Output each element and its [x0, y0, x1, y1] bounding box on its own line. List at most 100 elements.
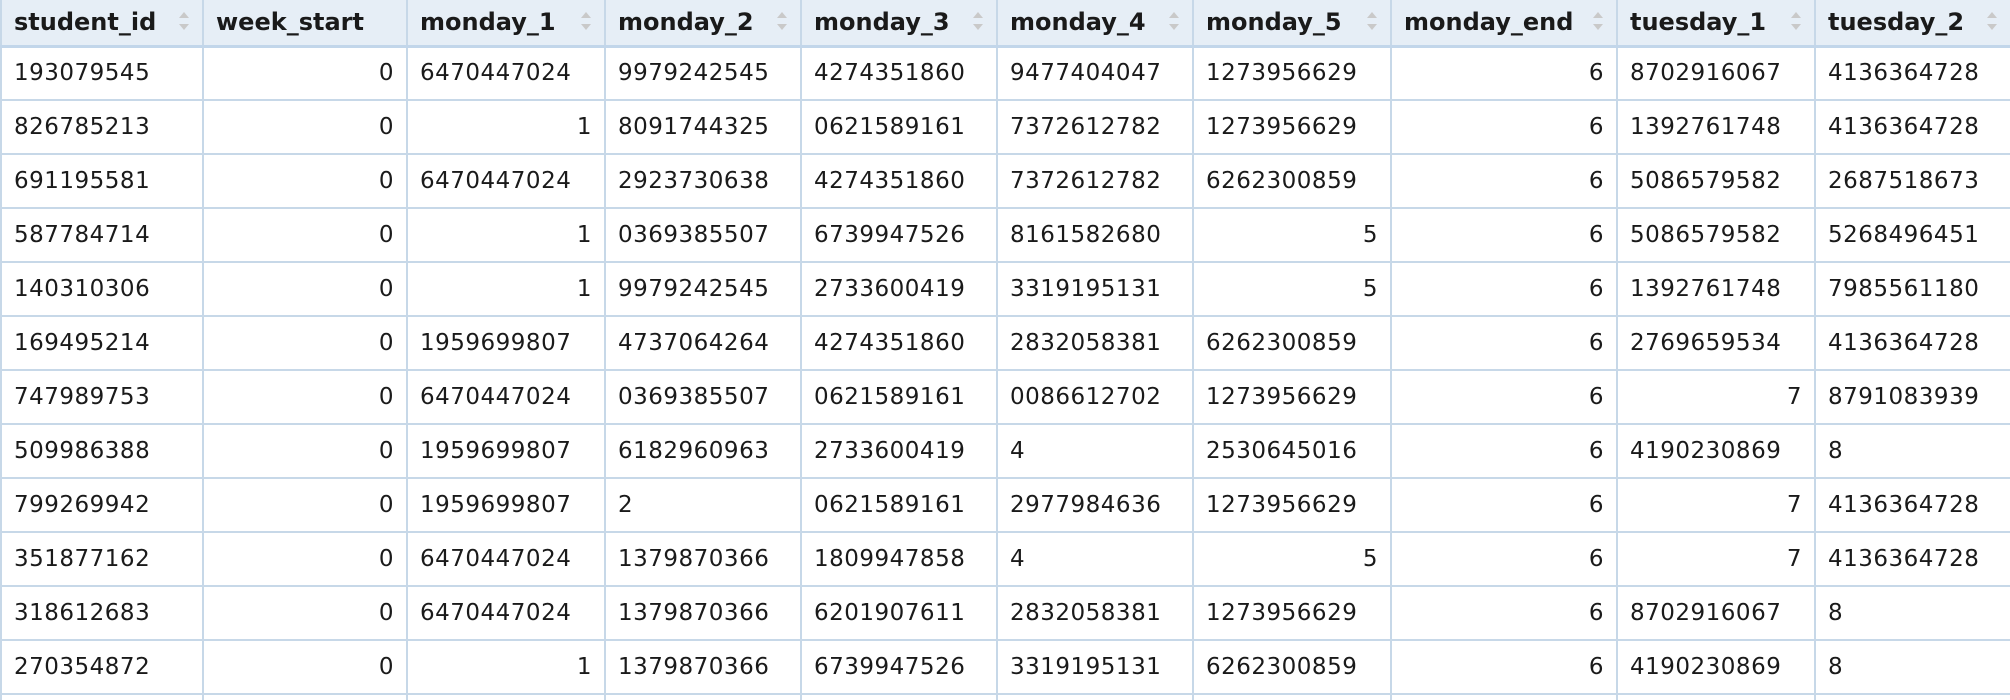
table-cell-tuesday-2[interactable]: 4136364728 [1815, 316, 2010, 371]
table-cell-monday-1[interactable] [407, 694, 606, 700]
table-cell-monday-5[interactable]: 6262300859 [1193, 154, 1392, 209]
column-header-tuesday-1[interactable]: tuesday_1 [1617, 0, 1816, 48]
table-cell-monday-3[interactable]: 1809947858 [801, 532, 998, 587]
table-cell-monday-4[interactable]: 2832058381 [997, 316, 1194, 371]
table-cell-tuesday-2[interactable]: 4136364728 [1815, 478, 2010, 533]
column-header-monday-1[interactable]: monday_1 [407, 0, 606, 48]
table-cell-monday-end[interactable]: 6 [1391, 208, 1618, 263]
table-cell-tuesday-1[interactable]: 7 [1617, 478, 1816, 533]
table-cell-monday-2[interactable]: 9979242545 [605, 46, 802, 101]
table-cell-tuesday-1[interactable]: 7 [1617, 532, 1816, 587]
table-cell-monday-4[interactable]: 0086612702 [997, 370, 1194, 425]
table-cell-monday-2[interactable]: 4737064264 [605, 316, 802, 371]
table-cell-monday-2[interactable]: 0369385507 [605, 370, 802, 425]
table-cell-monday-3[interactable]: 4274351860 [801, 46, 998, 101]
table-cell-monday-end[interactable]: 6 [1391, 262, 1618, 317]
table-cell-tuesday-2[interactable]: 8791083939 [1815, 370, 2010, 425]
table-cell-monday-3[interactable]: 6201907611 [801, 586, 998, 641]
table-cell-monday-1[interactable]: 1 [407, 262, 606, 317]
table-cell-student-id[interactable]: 509986388 [0, 424, 204, 479]
column-header-monday-end[interactable]: monday_end [1391, 0, 1618, 48]
table-cell-monday-5[interactable]: 5 [1193, 208, 1392, 263]
sort-updown-icon[interactable] [1366, 9, 1378, 33]
column-header-week-start[interactable]: week_start [203, 0, 408, 48]
table-cell-monday-1[interactable]: 1959699807 [407, 316, 606, 371]
table-cell-monday-2[interactable]: 8091744325 [605, 100, 802, 155]
table-cell-student-id[interactable]: 318612683 [0, 586, 204, 641]
table-cell-tuesday-1[interactable]: 8702916067 [1617, 46, 1816, 101]
column-header-monday-3[interactable]: monday_3 [801, 0, 998, 48]
table-cell-monday-3[interactable]: 6739947526 [801, 208, 998, 263]
table-cell-monday-3[interactable]: 0621589161 [801, 370, 998, 425]
table-cell-tuesday-2[interactable]: 4136364728 [1815, 100, 2010, 155]
table-row[interactable]: 747989753 0 6470447024 0369385507 0621589161… [0, 370, 2010, 425]
table-cell-monday-1[interactable]: 1 [407, 640, 606, 695]
table-cell-monday-end[interactable]: 6 [1391, 154, 1618, 209]
table-cell-week-start[interactable]: 0 [203, 316, 408, 371]
sort-updown-icon[interactable] [776, 9, 788, 33]
table-row[interactable]: 587784714 0 1 0369385507 6739947526 816158268… [0, 208, 2010, 263]
table-cell-tuesday-2[interactable]: 4136364728 [1815, 46, 2010, 101]
table-cell-monday-2[interactable]: 2 [605, 478, 802, 533]
table-cell-monday-end[interactable]: 6 [1391, 586, 1618, 641]
table-cell-monday-4[interactable]: 7372612782 [997, 100, 1194, 155]
table-cell-monday-1[interactable]: 6470447024 [407, 46, 606, 101]
table-cell-tuesday-1[interactable]: 4190230869 [1617, 424, 1816, 479]
table-cell-monday-1[interactable]: 1 [407, 100, 606, 155]
table-cell-monday-3[interactable] [801, 694, 998, 700]
column-header-monday-5[interactable]: monday_5 [1193, 0, 1392, 48]
table-cell-monday-end[interactable]: 6 [1391, 100, 1618, 155]
sort-updown-icon[interactable] [1986, 9, 1998, 33]
table-cell-tuesday-1[interactable]: 2769659534 [1617, 316, 1816, 371]
sort-updown-icon[interactable] [178, 9, 190, 33]
table-cell-tuesday-2[interactable]: 8 [1815, 586, 2010, 641]
table-cell-week-start[interactable]: 0 [203, 262, 408, 317]
table-cell-week-start[interactable]: 0 [203, 478, 408, 533]
table-cell-week-start[interactable]: 0 [203, 532, 408, 587]
table-cell-week-start[interactable]: 0 [203, 154, 408, 209]
table-cell-tuesday-2[interactable]: 8 [1815, 640, 2010, 695]
table-cell-tuesday-1[interactable] [1617, 694, 1816, 700]
table-cell-monday-4[interactable]: 2832058381 [997, 586, 1194, 641]
table-cell-monday-end[interactable]: 6 [1391, 640, 1618, 695]
table-row[interactable]: 140310306 0 1 9979242545 2733600419 331919513… [0, 262, 2010, 317]
table-cell-monday-5[interactable]: 1273956629 [1193, 370, 1392, 425]
table-row[interactable]: 799269942 0 1959699807 2 0621589161 297798463… [0, 478, 2010, 533]
table-cell-tuesday-2[interactable]: 4136364728 [1815, 532, 2010, 587]
table-cell-tuesday-1[interactable]: 5086579582 [1617, 154, 1816, 209]
table-cell-monday-4[interactable]: 8161582680 [997, 208, 1194, 263]
column-header-monday-2[interactable]: monday_2 [605, 0, 802, 48]
table-cell-tuesday-1[interactable]: 5086579582 [1617, 208, 1816, 263]
table-cell-student-id[interactable]: 747989753 [0, 370, 204, 425]
table-cell-monday-1[interactable]: 1959699807 [407, 424, 606, 479]
table-cell-monday-3[interactable]: 2733600419 [801, 262, 998, 317]
table-cell-monday-4[interactable]: 4 [997, 424, 1194, 479]
table-row[interactable]: 169495214 0 1959699807 4737064264 4274351860… [0, 316, 2010, 371]
table-cell-monday-5[interactable]: 6262300859 [1193, 316, 1392, 371]
table-cell-tuesday-1[interactable]: 1392761748 [1617, 100, 1816, 155]
table-cell-monday-3[interactable]: 0621589161 [801, 478, 998, 533]
table-cell-week-start[interactable] [203, 694, 408, 700]
table-cell-monday-end[interactable]: 6 [1391, 532, 1618, 587]
table-cell-tuesday-2[interactable]: 2687518673 [1815, 154, 2010, 209]
table-cell-week-start[interactable]: 0 [203, 100, 408, 155]
table-cell-week-start[interactable]: 0 [203, 586, 408, 641]
table-row[interactable]: 509986388 0 1959699807 6182960963 2733600419… [0, 424, 2010, 479]
table-cell-monday-2[interactable]: 1379870366 [605, 532, 802, 587]
table-cell-week-start[interactable]: 0 [203, 208, 408, 263]
table-cell-monday-4[interactable]: 3319195131 [997, 262, 1194, 317]
table-cell-monday-4[interactable]: 2977984636 [997, 478, 1194, 533]
table-cell-week-start[interactable]: 0 [203, 370, 408, 425]
sort-updown-icon[interactable] [1790, 9, 1802, 33]
table-cell-monday-3[interactable]: 4274351860 [801, 316, 998, 371]
table-cell-monday-2[interactable]: 2923730638 [605, 154, 802, 209]
table-cell-monday-1[interactable]: 1959699807 [407, 478, 606, 533]
table-row[interactable]: 318612683 0 6470447024 1379870366 6201907611… [0, 586, 2010, 641]
table-cell-tuesday-1[interactable]: 1392761748 [1617, 262, 1816, 317]
table-cell-monday-end[interactable]: 6 [1391, 424, 1618, 479]
sort-updown-icon[interactable] [580, 9, 592, 33]
table-cell-monday-5[interactable]: 5 [1193, 532, 1392, 587]
table-cell-monday-1[interactable]: 1 [407, 208, 606, 263]
table-row[interactable] [0, 694, 2010, 700]
table-cell-tuesday-1[interactable]: 8702916067 [1617, 586, 1816, 641]
